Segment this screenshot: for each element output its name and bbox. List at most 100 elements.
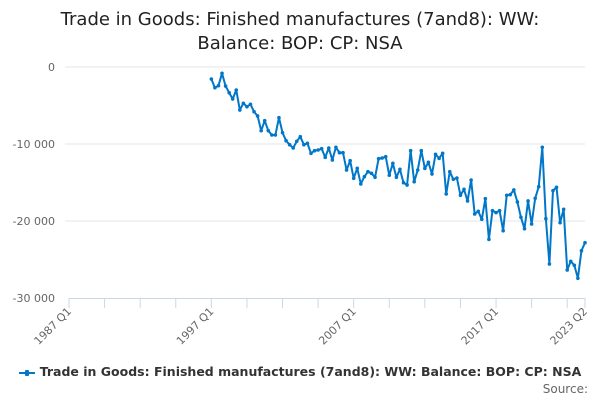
- data-point: [337, 150, 342, 155]
- data-point: [316, 148, 320, 152]
- data-point: [387, 173, 392, 178]
- data-point: [351, 176, 356, 181]
- data-point: [529, 222, 534, 226]
- data-point: [230, 97, 235, 101]
- data-point: [245, 104, 249, 109]
- data-point: [298, 134, 303, 139]
- data-point: [412, 179, 416, 184]
- data-point: [302, 142, 306, 147]
- data-point: [366, 169, 370, 174]
- data-point: [223, 84, 228, 88]
- data-point: [216, 83, 221, 88]
- data-point: [359, 182, 363, 186]
- data-point: [583, 240, 587, 245]
- data-point: [284, 138, 288, 143]
- data-point: [483, 196, 488, 201]
- data-point: [508, 192, 513, 197]
- x-tick-label: 2007 Q1: [316, 305, 359, 348]
- x-tick-label: 2023 Q2: [548, 305, 591, 348]
- data-point: [280, 130, 285, 135]
- legend-swatch: [18, 369, 35, 376]
- data-point: [430, 172, 434, 176]
- data-point: [426, 160, 431, 165]
- data-point: [447, 169, 452, 174]
- data-point: [565, 268, 570, 272]
- data-point: [494, 210, 498, 215]
- data-point: [362, 174, 367, 179]
- data-point: [515, 200, 520, 204]
- data-point: [394, 175, 399, 180]
- data-point: [305, 141, 310, 146]
- data-point: [326, 146, 331, 150]
- data-point: [262, 118, 267, 123]
- data-point: [220, 71, 224, 76]
- source-label: Source:: [542, 382, 588, 396]
- data-point: [312, 148, 317, 153]
- data-point: [287, 142, 292, 147]
- data-point: [241, 101, 246, 106]
- data-point: [383, 154, 388, 159]
- data-point: [544, 216, 548, 221]
- data-point: [369, 171, 374, 176]
- x-tick-label: 1997 Q1: [174, 305, 217, 348]
- data-point: [227, 90, 231, 95]
- data-point: [255, 114, 260, 118]
- data-point: [291, 146, 295, 150]
- data-point: [398, 167, 402, 172]
- data-point: [341, 150, 345, 155]
- data-point: [270, 133, 274, 137]
- data-point: [277, 115, 281, 120]
- data-point: [533, 196, 537, 201]
- legend[interactable]: Trade in Goods: Finished manufactures (7…: [0, 364, 600, 379]
- data-point: [294, 139, 299, 144]
- legend-label: Trade in Goods: Finished manufactures (7…: [39, 364, 582, 379]
- data-point: [554, 185, 559, 190]
- y-tick-label: 0: [48, 61, 55, 74]
- y-tick-label: -20 000: [13, 215, 55, 228]
- data-point: [465, 199, 470, 203]
- data-point: [259, 128, 263, 133]
- data-point: [423, 166, 427, 171]
- data-point: [415, 168, 420, 172]
- data-point: [273, 133, 278, 137]
- y-tick-label: -10 000: [13, 138, 55, 151]
- data-point: [536, 184, 541, 189]
- data-point: [440, 151, 445, 156]
- x-tick-label: 2017 Q1: [459, 305, 502, 348]
- data-point: [540, 145, 545, 150]
- data-point: [401, 180, 406, 185]
- data-point: [469, 178, 473, 182]
- data-point: [380, 156, 384, 160]
- data-point: [501, 228, 505, 233]
- data-point: [355, 166, 360, 171]
- data-point: [579, 248, 584, 253]
- data-point: [419, 148, 424, 153]
- data-point: [476, 209, 481, 214]
- data-point: [373, 175, 377, 180]
- data-point: [209, 77, 214, 81]
- data-point: [480, 217, 484, 222]
- data-point: [561, 207, 566, 212]
- data-point: [522, 226, 527, 231]
- data-point: [451, 177, 456, 182]
- x-tick-label: 1987 Q1: [32, 305, 75, 348]
- data-point: [504, 193, 509, 198]
- data-point: [519, 215, 523, 220]
- data-point: [309, 151, 313, 156]
- data-point: [512, 188, 516, 192]
- data-point: [462, 187, 466, 192]
- data-point: [334, 145, 338, 150]
- series-line: [210, 72, 586, 280]
- data-point: [576, 276, 580, 281]
- chart-title: Trade in Goods: Finished manufactures (7…: [60, 9, 540, 54]
- data-point: [526, 199, 530, 203]
- data-point: [330, 158, 335, 162]
- data-point: [248, 102, 253, 107]
- data-point: [547, 262, 552, 266]
- data-point: [252, 109, 256, 114]
- data-point: [391, 161, 395, 166]
- data-point: [234, 88, 239, 92]
- data-point: [433, 152, 438, 157]
- data-point: [487, 237, 491, 242]
